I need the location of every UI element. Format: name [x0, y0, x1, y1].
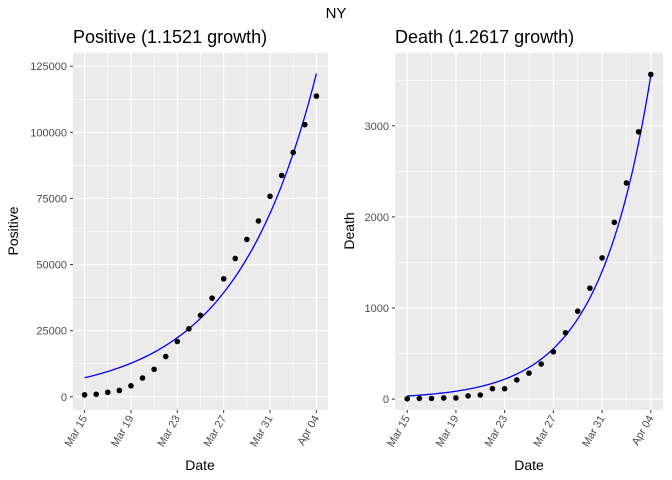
data-point — [174, 338, 181, 345]
data-point — [267, 193, 273, 200]
y-tick-label: 25000 — [36, 326, 67, 338]
data-point — [93, 391, 99, 398]
y-tick-label: 0 — [61, 392, 67, 404]
data-point — [404, 395, 410, 402]
panel-title-positive: Positive (1.1521 growth) — [73, 27, 267, 47]
data-point — [550, 349, 557, 355]
data-point — [197, 312, 204, 319]
data-point — [587, 285, 593, 291]
data-point — [220, 276, 227, 282]
data-point — [162, 353, 169, 360]
x-axis-label-positive: Date — [185, 457, 215, 473]
x-ticks-death: Mar 15 Mar 19 Mar 23 Mar 27 Mar 31 Apr 04 — [385, 410, 656, 449]
data-point — [611, 219, 618, 226]
y-tick-label: 0 — [383, 394, 389, 406]
x-tick-label: Apr 04 — [295, 414, 322, 448]
x-tick-label: Mar 19 — [434, 414, 462, 450]
points-positive — [81, 93, 320, 398]
data-point — [151, 366, 157, 373]
x-tick-label: Apr 04 — [630, 414, 657, 448]
points-death — [404, 71, 654, 402]
data-point — [526, 370, 532, 376]
data-point — [428, 395, 435, 402]
panel-positive: Positive (1.1521 growth) 0 25000 50000 7500… — [5, 27, 328, 473]
figure-title: NY — [326, 5, 347, 22]
x-tick-label: Mar 19 — [109, 414, 137, 450]
data-point — [489, 385, 496, 392]
data-point — [302, 121, 308, 128]
y-tick-label: 125000 — [30, 61, 67, 73]
data-point — [128, 383, 134, 389]
y-tick-label: 1000 — [365, 303, 389, 315]
data-point — [538, 361, 544, 367]
fit-line-death — [407, 75, 652, 397]
data-point — [186, 326, 192, 332]
data-point — [599, 255, 605, 261]
y-tick-label: 50000 — [36, 260, 67, 272]
y-axis-label-positive: Positive — [5, 206, 21, 255]
y-tick-label: 75000 — [36, 193, 67, 205]
data-point — [562, 329, 569, 336]
data-point — [232, 255, 239, 262]
x-tick-label: Mar 31 — [580, 414, 608, 450]
data-point — [648, 71, 654, 78]
data-point — [209, 295, 215, 301]
grid-death — [395, 53, 663, 410]
data-point — [116, 387, 123, 394]
data-point — [453, 395, 459, 401]
x-tick-label: Mar 23 — [483, 414, 511, 450]
data-point — [244, 236, 250, 243]
grid-positive — [73, 53, 328, 410]
y-ticks-death: 0 1000 2000 3000 — [365, 121, 395, 406]
data-point — [635, 128, 642, 135]
y-tick-label: 3000 — [365, 121, 389, 133]
data-point — [255, 218, 262, 224]
data-point — [465, 393, 471, 399]
data-point — [440, 395, 447, 401]
data-point — [81, 392, 88, 398]
data-point — [278, 172, 285, 179]
panel-death: Death (1.2617 growth) 0 1000 2000 3000 Mar … — [341, 27, 663, 473]
data-point — [574, 308, 581, 314]
data-point — [501, 385, 508, 392]
data-point — [623, 180, 630, 186]
data-point — [514, 377, 520, 383]
data-point — [416, 395, 423, 402]
x-tick-label: Mar 27 — [202, 414, 230, 450]
y-axis-label-death: Death — [341, 212, 357, 249]
y-tick-label: 100000 — [30, 127, 67, 139]
x-tick-label: Mar 15 — [385, 414, 413, 450]
data-point — [139, 375, 146, 381]
panel-title-death: Death (1.2617 growth) — [395, 27, 574, 47]
fit-line-positive — [84, 73, 318, 379]
x-axis-label-death: Date — [514, 457, 544, 473]
x-ticks-positive: Mar 15 Mar 19 Mar 23 Mar 27 Mar 31 Apr 04 — [63, 410, 322, 449]
x-tick-label: Mar 15 — [63, 414, 91, 450]
data-point — [104, 389, 111, 396]
data-point — [477, 392, 484, 398]
y-ticks-positive: 0 25000 50000 75000 100000 125000 — [30, 61, 73, 404]
y-tick-label: 2000 — [365, 212, 389, 224]
x-tick-label: Mar 31 — [248, 414, 276, 450]
x-tick-label: Mar 27 — [531, 414, 559, 450]
x-tick-label: Mar 23 — [155, 414, 183, 450]
data-point — [313, 93, 320, 99]
data-point — [290, 149, 297, 156]
